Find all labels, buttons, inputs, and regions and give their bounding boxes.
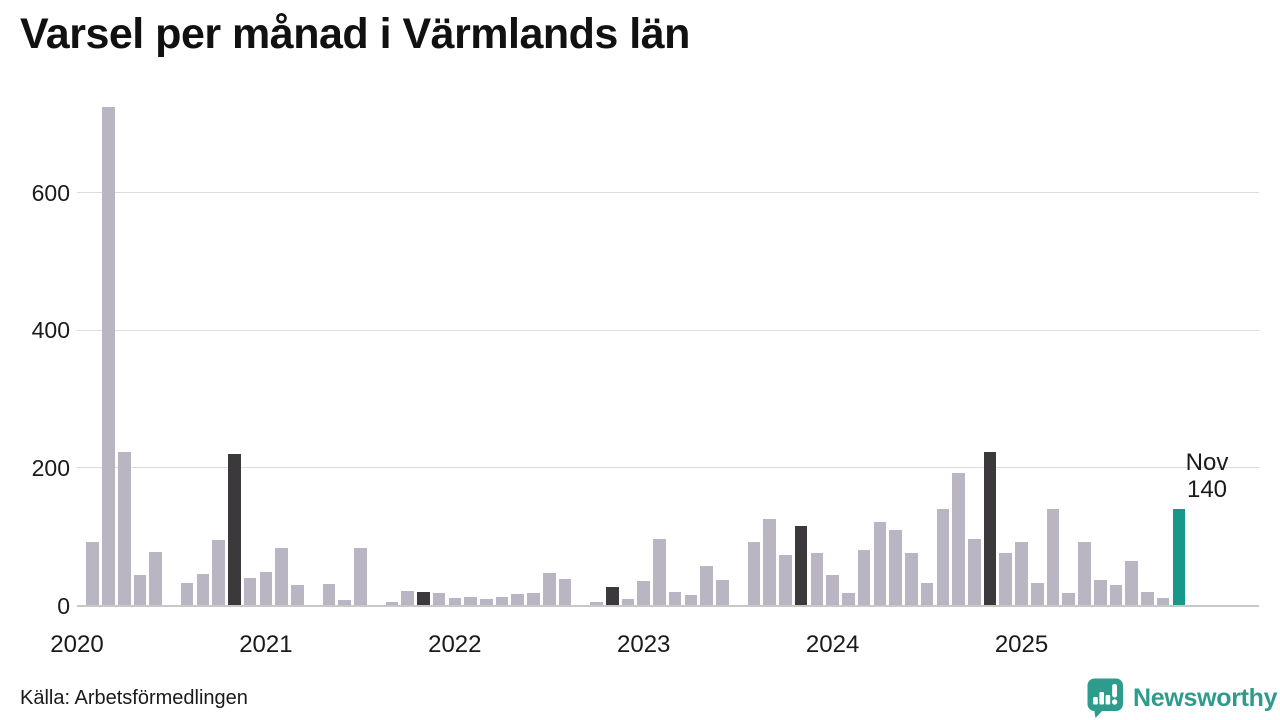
x-axis-year-label-2020: 2020 [50, 631, 104, 658]
bar-2025-01 [1015, 541, 1028, 606]
bar-2022-12 [621, 599, 635, 606]
bar-2022-01 [448, 597, 462, 606]
bar-2023-01 [637, 581, 650, 606]
bar-2022-07 [542, 573, 556, 606]
bar-2020-08 [180, 582, 194, 606]
bar-2024-06 [905, 553, 918, 606]
bar-2021-05 [322, 584, 336, 606]
x-axis-year-label-2021: 2021 [239, 631, 293, 658]
newsworthy-logo[interactable]: Newsworthy [1087, 678, 1278, 718]
bar-2023-03 [668, 591, 682, 606]
bar-2023-06 [716, 580, 729, 606]
bar-2022-05 [511, 594, 525, 606]
bar-2023-11-november-highlight [794, 525, 808, 606]
bar-2023-04 [684, 595, 698, 606]
bar-2025-09 [1141, 591, 1154, 606]
bar-2022-04 [495, 596, 509, 606]
bar-2024-05 [889, 529, 902, 606]
bar-2023-09 [763, 518, 776, 606]
y-axis-tick-label-200: 200 [31, 454, 70, 481]
x-axis-line [77, 604, 1259, 607]
bar-2024-08 [936, 509, 950, 606]
bar-2025-05 [1078, 541, 1091, 606]
bar-2025-03 [1046, 509, 1060, 606]
bar-2021-02 [275, 547, 288, 606]
bar-2024-03 [857, 550, 871, 606]
bar-2020-10 [212, 540, 225, 606]
bar-2020-05 [133, 574, 147, 606]
annotation-month-label: Nov [1185, 449, 1229, 476]
bar-2024-12 [999, 553, 1013, 606]
bar-2021-11-november-highlight [417, 592, 430, 606]
bar-2021-06 [338, 599, 351, 606]
bar-2024-01 [826, 575, 839, 606]
bar-2023-08 [747, 541, 761, 606]
bar-2022-08 [558, 578, 572, 606]
gridline-400 [77, 329, 1259, 331]
bar-2025-07 [1109, 584, 1123, 606]
bar-2025-08 [1125, 561, 1138, 606]
bar-2020-09 [196, 573, 210, 606]
bar-2025-02 [1030, 582, 1044, 606]
brand-name: Newsworthy [1133, 683, 1278, 712]
source-text: Källa: Arbetsförmedlingen [20, 687, 248, 709]
bar-2022-06 [527, 593, 540, 606]
bar-2025-04 [1062, 593, 1076, 606]
x-axis-year-label-2025: 2025 [994, 631, 1049, 658]
bar-2022-03 [479, 598, 493, 606]
bar-2025-10 [1156, 597, 1170, 606]
x-axis-year-label-2023: 2023 [617, 631, 671, 658]
bar-2025-11-current-teal [1172, 509, 1186, 606]
bar-2024-07 [920, 582, 934, 606]
bar-2023-12 [810, 553, 824, 606]
bar-2020-03 [102, 106, 115, 606]
bar-2023-02 [653, 538, 666, 606]
current-bar-annotation: Nov 140 [1171, 449, 1243, 503]
bar-2023-05 [700, 565, 713, 606]
bar-2024-11-november-highlight [983, 452, 997, 606]
bar-2024-02 [842, 593, 855, 606]
bar-2024-09 [952, 472, 965, 606]
bar-2025-06 [1093, 580, 1107, 606]
bar-2020-02 [86, 541, 100, 606]
gridline-600 [77, 192, 1259, 194]
bar-2022-10 [590, 602, 603, 606]
bar-2021-01 [259, 572, 273, 606]
annotation-value-label: 140 [1186, 476, 1228, 503]
bar-2022-11-november-highlight [605, 586, 619, 606]
x-axis-year-label-2022: 2022 [428, 631, 482, 658]
bar-2022-02 [464, 597, 477, 606]
page-title: Varsel per månad i Värmlands län [20, 10, 690, 58]
newsworthy-speech-bubble-bar-chart-icon [1087, 678, 1123, 718]
bar-2024-10 [967, 538, 981, 606]
bar-2021-10 [401, 591, 414, 606]
bar-2020-04 [117, 452, 131, 606]
bar-2020-12 [243, 577, 257, 606]
y-axis-tick-label-600: 600 [31, 179, 70, 206]
bar-2020-11-november-highlight [228, 454, 241, 606]
x-axis-year-label-2024: 2024 [805, 631, 860, 658]
bar-2021-12 [432, 593, 446, 606]
bar-2024-04 [873, 522, 887, 606]
bar-2020-06 [149, 551, 162, 606]
bar-2021-03 [291, 584, 304, 606]
bar-2023-10 [779, 554, 792, 606]
bar-2021-07 [354, 547, 367, 606]
y-axis-tick-label-400: 400 [31, 317, 70, 344]
y-axis-tick-label-0: 0 [57, 592, 70, 619]
bar-2021-09 [385, 602, 399, 606]
gridline-200 [77, 467, 1259, 469]
